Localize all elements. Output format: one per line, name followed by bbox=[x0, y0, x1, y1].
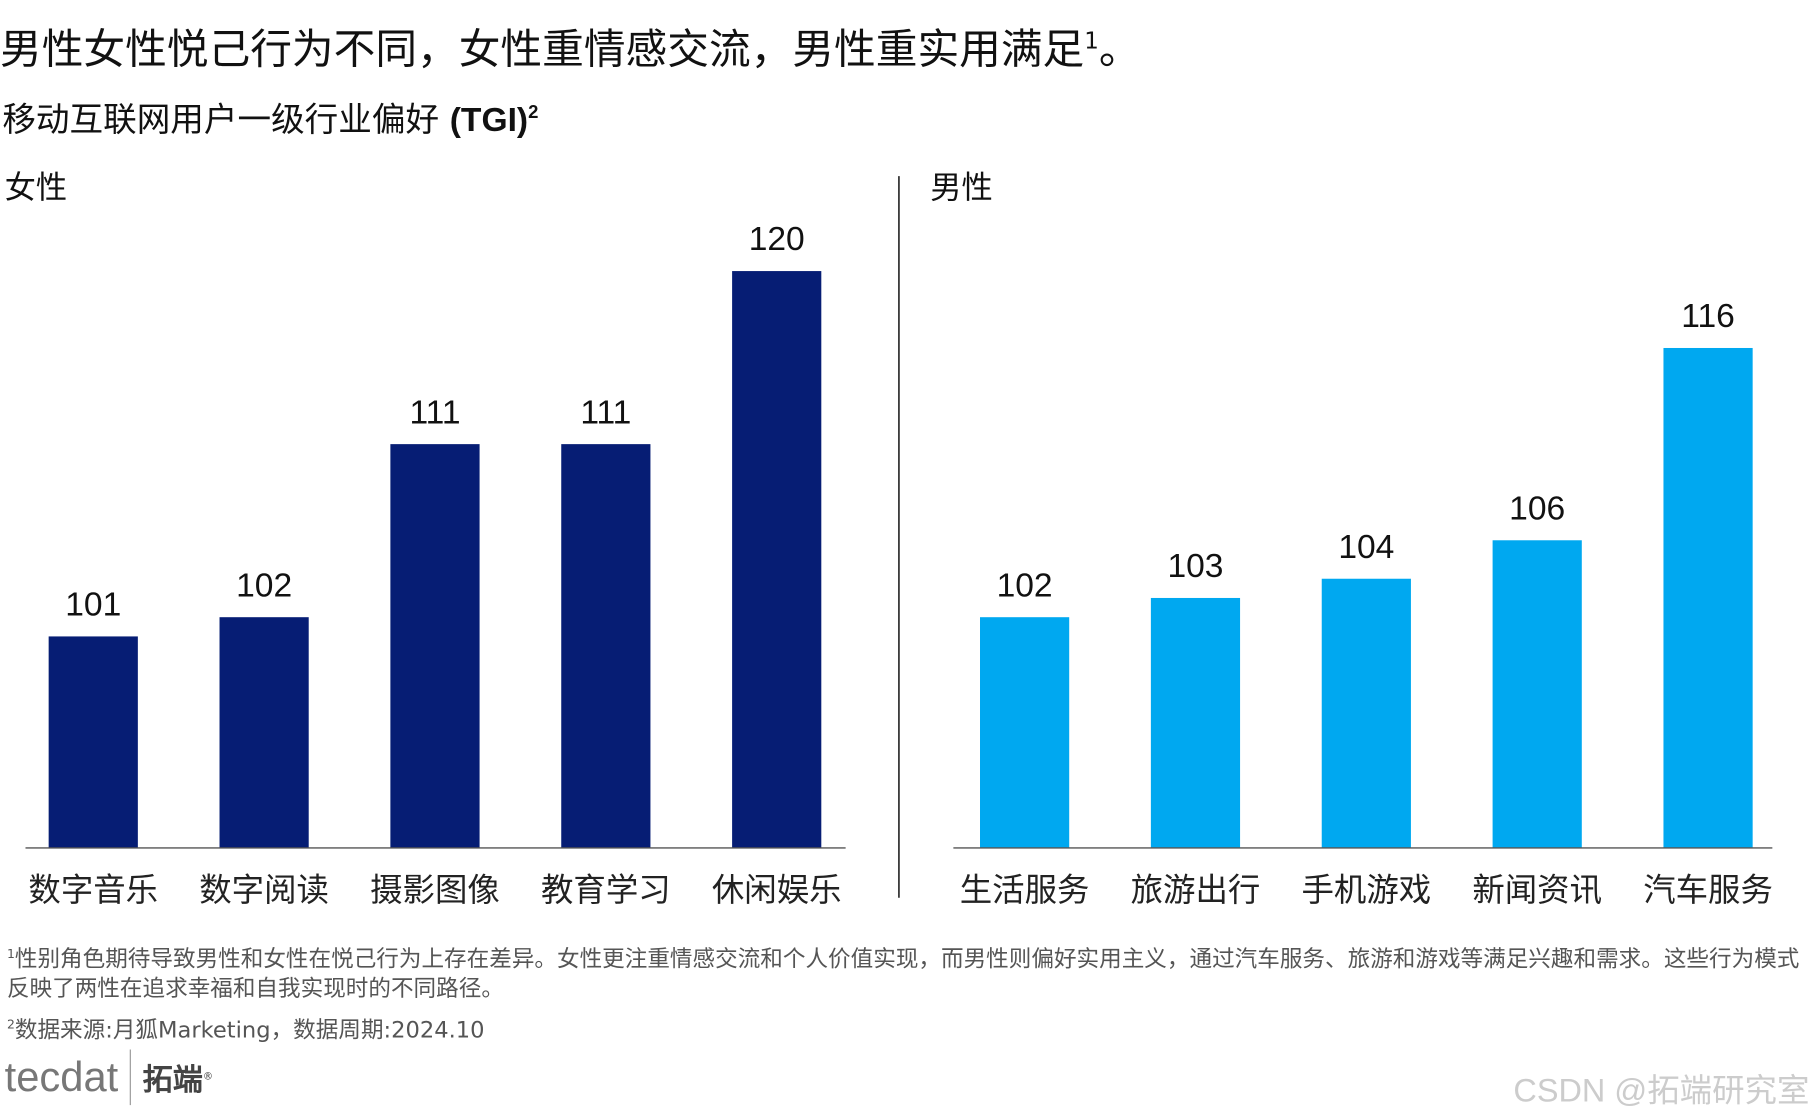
bar-charts: 101 数字音乐 102 数字阅读 111 摄影图像 111 教育学习 120 休闲娱乐 102 生… bbox=[25, 176, 1773, 909]
panel-title-male: 男性 bbox=[930, 170, 993, 207]
bar bbox=[980, 617, 1070, 848]
bar bbox=[390, 444, 480, 848]
footnote-1: 1性别角色期待导致男性和女性在悦己行为上存在差异。女性更注重情感交流和个人价值实… bbox=[6, 945, 1800, 1002]
data-label: 120 bbox=[749, 221, 805, 258]
footnote-2: 2数据来源:月狐Marketing，数据周期:2024.10 bbox=[6, 1016, 485, 1044]
data-label: 111 bbox=[580, 394, 631, 431]
bar bbox=[48, 636, 138, 848]
data-label: 104 bbox=[1338, 529, 1394, 566]
category-label: 休闲娱乐 bbox=[712, 871, 842, 909]
data-label: 116 bbox=[1681, 298, 1735, 335]
male-chart: 102 生活服务 103 旅游出行 104 手机游戏 106 新闻资讯 116 汽车服务 bbox=[953, 298, 1773, 909]
bar bbox=[219, 617, 309, 848]
page-title: 男性女性悦己行为不同，女性重情感交流，男性重实用满足1。 bbox=[0, 26, 1141, 75]
watermark: CSDN @拓端研究室 bbox=[1513, 1072, 1810, 1109]
bar bbox=[732, 271, 822, 848]
chart-subtitle: 移动互联网用户一级行业偏好 (TGI)2 bbox=[2, 99, 539, 140]
category-label: 汽车服务 bbox=[1643, 871, 1773, 909]
category-label: 教育学习 bbox=[541, 871, 671, 909]
category-label: 数字音乐 bbox=[28, 871, 158, 909]
bar bbox=[1321, 578, 1411, 848]
category-label: 摄影图像 bbox=[370, 871, 500, 909]
bar bbox=[1492, 540, 1582, 848]
bar bbox=[1150, 597, 1241, 848]
bar bbox=[561, 444, 651, 848]
data-label: 102 bbox=[236, 567, 292, 604]
data-label: 102 bbox=[997, 567, 1053, 604]
female-chart: 101 数字音乐 102 数字阅读 111 摄影图像 111 教育学习 120 休闲娱乐 bbox=[25, 221, 846, 909]
data-label: 106 bbox=[1509, 490, 1565, 527]
category-label: 手机游戏 bbox=[1301, 871, 1431, 909]
tecdat-logo: tecdat 拓端 ® bbox=[5, 1043, 213, 1113]
category-label: 数字阅读 bbox=[199, 871, 329, 909]
category-label: 新闻资讯 bbox=[1472, 871, 1602, 909]
category-label: 生活服务 bbox=[960, 871, 1090, 909]
data-label: 103 bbox=[1167, 548, 1223, 585]
data-label: 101 bbox=[65, 587, 121, 624]
data-label: 111 bbox=[409, 394, 460, 431]
category-label: 旅游出行 bbox=[1131, 871, 1261, 909]
bar bbox=[1663, 347, 1753, 848]
panel-title-female: 女性 bbox=[4, 170, 68, 207]
